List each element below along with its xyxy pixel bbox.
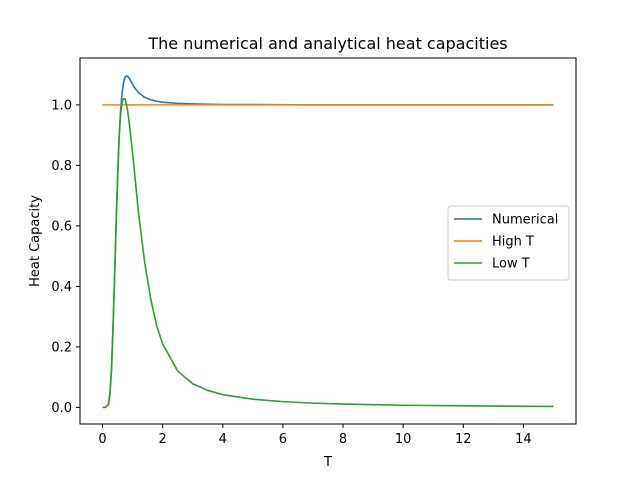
x-tick-label: 10 [395, 432, 412, 447]
y-tick-label: 1.0 [51, 98, 72, 113]
series-line-low-t [102, 98, 554, 409]
x-tick-label: 12 [455, 432, 472, 447]
legend-label-numerical: Numerical [492, 213, 558, 228]
y-axis-ticks: 0.0 0.2 0.4 0.6 0.8 1.0 [51, 98, 80, 416]
x-tick-label: 8 [339, 432, 347, 447]
x-tick-label: 0 [98, 432, 106, 447]
x-tick-label: 2 [159, 432, 167, 447]
chart-title: The numerical and analytical heat capaci… [147, 34, 507, 53]
y-tick-label: 0.2 [51, 340, 72, 355]
y-axis-label: Heat Capacity [28, 195, 43, 287]
axes-frame [79, 57, 577, 425]
legend: Numerical High T Low T [447, 205, 570, 281]
y-tick-label: 0.4 [51, 280, 72, 295]
x-axis-label: T [323, 455, 332, 470]
x-tick-label: 14 [515, 432, 532, 447]
x-tick-label: 4 [219, 432, 227, 447]
x-axis-ticks: 0 2 4 6 8 10 12 14 [98, 424, 532, 447]
legend-label-high-t: High T [492, 235, 534, 250]
x-tick-label: 6 [279, 432, 287, 447]
y-tick-label: 0.6 [51, 219, 72, 234]
y-tick-label: 0.8 [51, 159, 72, 174]
y-tick-label: 0.0 [51, 401, 72, 416]
legend-label-low-t: Low T [492, 257, 530, 272]
series-layer [102, 75, 554, 409]
legend-box [447, 205, 570, 281]
